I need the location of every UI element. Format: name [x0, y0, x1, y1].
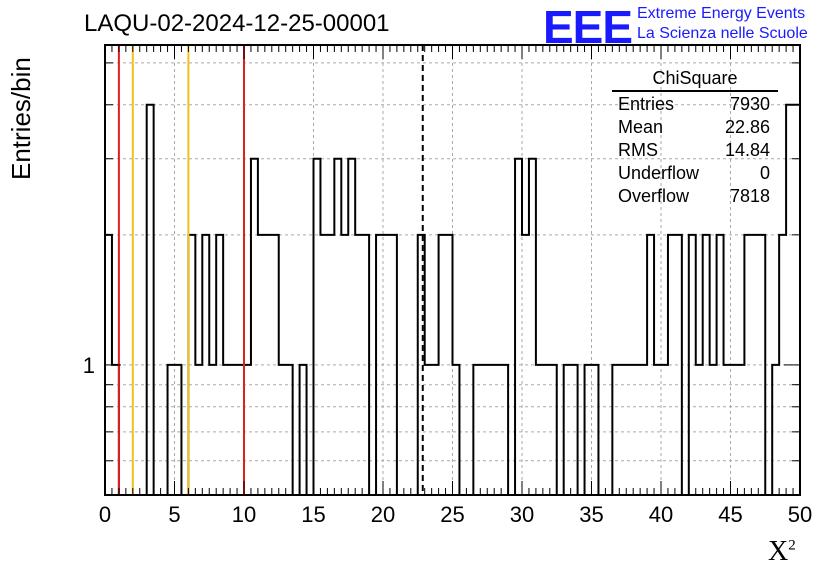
stats-row-mean: Mean 22.86 [612, 116, 778, 139]
x-tick-label: 15 [301, 502, 325, 527]
stats-label: RMS [618, 140, 658, 160]
x-tick-label: 5 [168, 502, 180, 527]
logo-line-1: Extreme Energy Events [637, 5, 806, 22]
stats-value: 14.84 [724, 140, 770, 160]
stats-box: ChiSquare Entries 7930 Mean 22.86 RMS 14.84… [612, 68, 778, 208]
eee-logo: EEE [543, 1, 633, 53]
stats-value: 7818 [729, 186, 770, 206]
x-tick-label: 35 [579, 502, 603, 527]
stats-value: 22.86 [724, 117, 770, 137]
stats-value: 7930 [729, 94, 770, 114]
x-axis-label-superscript: 2 [788, 537, 796, 554]
stats-row-rms: RMS 14.84 [612, 139, 778, 162]
stats-row-overflow: Overflow 7818 [612, 185, 778, 208]
stats-row-underflow: Underflow 0 [612, 162, 778, 185]
y-axis-label: Entries/bin [6, 57, 36, 180]
stats-label: Overflow [618, 186, 690, 206]
histogram-title: LAQU-02-2024-12-25-00001 [84, 10, 390, 37]
x-tick-label: 20 [371, 502, 395, 527]
logo-line-2: La Scienza nelle Scuole [637, 25, 808, 42]
x-tick-label: 0 [99, 502, 111, 527]
stats-title: ChiSquare [612, 68, 778, 92]
stats-label: Entries [618, 94, 675, 114]
histogram-series [104, 103, 801, 496]
x-axis-label: X2 [768, 536, 796, 568]
stats-label: Mean [618, 117, 664, 137]
stats-row-entries: Entries 7930 [612, 93, 778, 116]
x-tick-label: 40 [649, 502, 673, 527]
stats-value: 0 [759, 163, 770, 183]
stats-label: Underflow [618, 163, 700, 183]
x-tick-label: 50 [788, 502, 812, 527]
eee-logo-text: Extreme Energy Events La Scienza nelle S… [637, 4, 808, 44]
x-tick-label: 10 [232, 502, 256, 527]
x-tick-label: 45 [718, 502, 742, 527]
x-axis-label-text: X [768, 536, 789, 567]
y-tick-label: 1 [83, 353, 95, 378]
x-tick-label: 25 [440, 502, 464, 527]
x-tick-label: 30 [510, 502, 534, 527]
